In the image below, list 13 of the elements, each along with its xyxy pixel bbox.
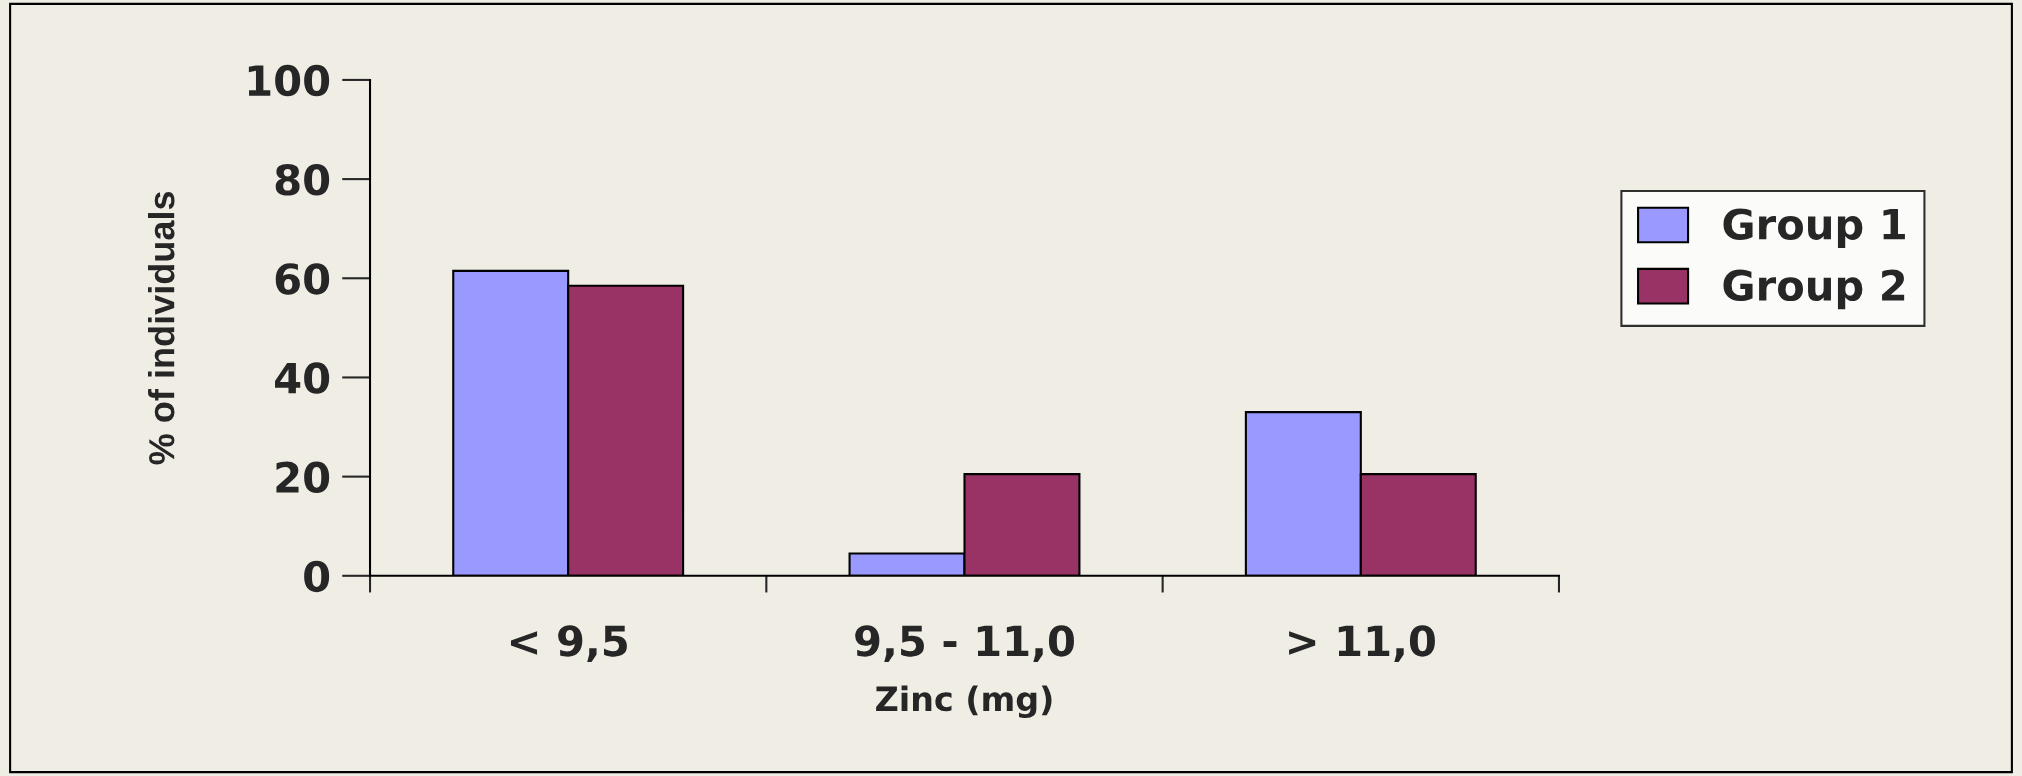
y-axis-title: % of individuals: [148, 191, 175, 465]
x-axis-title: Zinc (mg): [876, 685, 1052, 719]
y-tick-label: 100: [248, 64, 330, 97]
y-tick-label: 20: [276, 461, 330, 494]
x-tick-label: 9,5 - 11,0: [855, 625, 1074, 662]
x-tick-label: > 11,0: [1289, 625, 1435, 662]
y-tick-label: 40: [275, 362, 330, 394]
y-tick-label: 80: [275, 164, 330, 196]
legend-label: Group 2: [1723, 269, 1905, 310]
x-tick-label: < 9,5: [510, 625, 627, 662]
y-tick-label: 0: [304, 560, 330, 593]
legend-label: Group 1: [1723, 208, 1905, 249]
y-tick-label: 60: [275, 263, 330, 295]
